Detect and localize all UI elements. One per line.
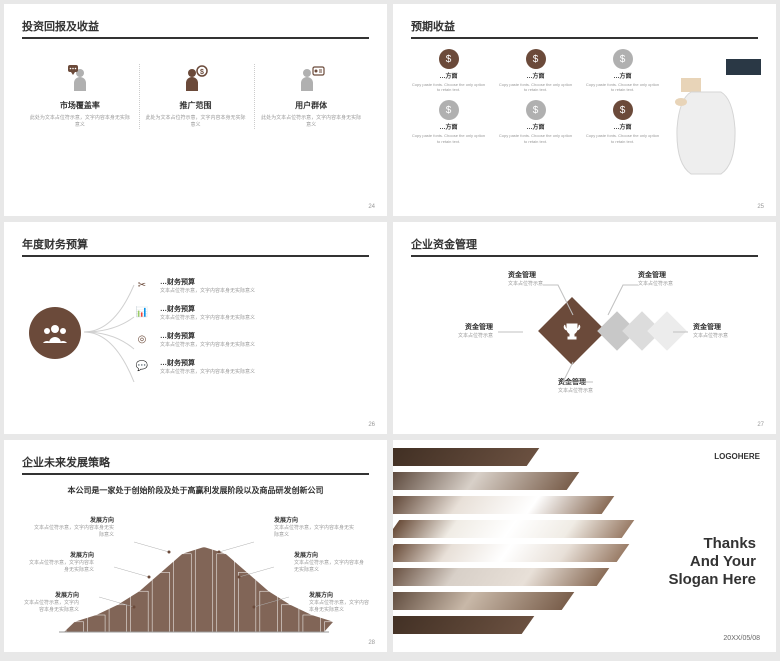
budget-desc: 文本占位符示意，文字内容本身无实际意义 bbox=[160, 287, 255, 294]
dollar-circle-icon: $ bbox=[613, 100, 633, 120]
income-item: $ …方面 Copy paste fonts. Choose the only op… bbox=[411, 100, 486, 143]
title-underline bbox=[411, 37, 758, 39]
strategy-item: 发展方向文本占位符示意，文字内容本身无实际意义 bbox=[29, 550, 94, 573]
person-money-icon: $ bbox=[145, 64, 245, 92]
budget-desc: 文本占位符示意，文字内容本身无实际意义 bbox=[160, 368, 255, 375]
item-label: …方面 bbox=[411, 122, 486, 131]
strategy-item: 发展方向文本占位符示意，文字内容本身无实际意义 bbox=[309, 590, 369, 613]
slide-title: 年度财务预算 bbox=[22, 236, 369, 252]
budget-row: ◎ …财务预算文本占位符示意，文字内容本身无实际意义 bbox=[134, 331, 255, 348]
item-desc: Copy paste fonts. Choose the only option… bbox=[411, 133, 486, 143]
fund-label: 资金管理 bbox=[693, 322, 721, 332]
item-desc: 此处为文本占位符示意，文字内容本身无实际意义 bbox=[261, 115, 361, 129]
dollar-circle-icon: $ bbox=[439, 49, 459, 69]
item-label: …方面 bbox=[585, 71, 660, 80]
income-item: $ …方面 Copy paste fonts. Choose the only op… bbox=[498, 49, 573, 92]
income-item: $ …方面 Copy paste fonts. Choose the only op… bbox=[498, 100, 573, 143]
page-number: 27 bbox=[757, 422, 764, 428]
slide-investment-return: 投资回报及收益 市场覆盖率 此处为文本占位符示意，文字内容本身无实际意义 $ 推… bbox=[4, 4, 387, 216]
item-desc: Copy paste fonts. Choose the only option… bbox=[585, 82, 660, 92]
slide-title: 企业资金管理 bbox=[411, 236, 758, 252]
people-hub-icon bbox=[29, 307, 81, 359]
person-card-icon bbox=[261, 64, 361, 92]
strategy-item: 发展方向文本占位符示意，文字内容本身无实际意义 bbox=[34, 515, 114, 538]
slide-title: 预期收益 bbox=[411, 18, 758, 34]
income-item: $ …方面 Copy paste fonts. Choose the only op… bbox=[411, 49, 486, 92]
title-underline bbox=[411, 255, 758, 257]
logo-text: LOGOHERE bbox=[714, 452, 760, 461]
slide-strategy: 企业未来发展策略 本公司是一家处于创始阶段及处于高赢利发展阶段以及商品研发创新公… bbox=[4, 440, 387, 652]
item-desc: Copy paste fonts. Choose the only option… bbox=[498, 82, 573, 92]
fund-label: 资金管理 bbox=[433, 322, 493, 332]
budget-icon: ◎ bbox=[134, 334, 150, 345]
item-label: 用户群体 bbox=[261, 100, 361, 111]
item-desc: Copy paste fonts. Choose the only option… bbox=[498, 133, 573, 143]
svg-text:$: $ bbox=[201, 69, 205, 76]
fund-desc: 文本占位符示意 bbox=[433, 332, 493, 339]
dollar-circle-icon: $ bbox=[439, 100, 459, 120]
title-underline bbox=[22, 37, 369, 39]
item-promotion: $ 推广范围 此处为文本占位符示意，文字内容本身无实际意义 bbox=[145, 64, 245, 129]
slide-thanks: LOGOHERE Thanks And Your Slogan Here 20X… bbox=[393, 440, 776, 652]
subtitle: 本公司是一家处于创始阶段及处于高赢利发展阶段以及商品研发创新公司 bbox=[22, 485, 369, 496]
item-desc: Copy paste fonts. Choose the only option… bbox=[585, 133, 660, 143]
title-underline bbox=[22, 255, 369, 257]
item-desc: Copy paste fonts. Choose the only option… bbox=[411, 82, 486, 92]
bell-curve-chart bbox=[54, 537, 334, 637]
page-number: 25 bbox=[757, 204, 764, 210]
strategy-item: 发展方向文本占位符示意，文字内容本身无实际意义 bbox=[24, 590, 79, 613]
date-text: 20XX/05/08 bbox=[723, 635, 760, 642]
item-label: 市场覆盖率 bbox=[30, 100, 130, 111]
page-number: 28 bbox=[368, 640, 375, 646]
connector-lines bbox=[493, 277, 693, 407]
income-item: $ …方面 Copy paste fonts. Choose the only op… bbox=[585, 49, 660, 92]
slide-expected-income: 预期收益 $ …方面 Copy paste fonts. Choose the on… bbox=[393, 4, 776, 216]
slide-title: 投资回报及收益 bbox=[22, 18, 369, 34]
person-chat-icon bbox=[30, 64, 130, 92]
strategy-item: 发展方向文本占位符示意，文字内容本身无实际意义 bbox=[294, 550, 364, 573]
item-label: …方面 bbox=[411, 71, 486, 80]
dollar-circle-icon: $ bbox=[526, 49, 546, 69]
money-bag-icon bbox=[671, 54, 761, 184]
slide-budget: 年度财务预算 ✂…财务预算文本占位符示意，文字内容本身无实际意义📊…财务预算文本… bbox=[4, 222, 387, 434]
budget-icon: ✂ bbox=[134, 280, 150, 291]
fund-desc: 文本占位符示意 bbox=[693, 332, 728, 339]
item-market: 市场覆盖率 此处为文本占位符示意，文字内容本身无实际意义 bbox=[30, 64, 130, 129]
income-item: $ …方面 Copy paste fonts. Choose the only op… bbox=[585, 100, 660, 143]
page-number: 26 bbox=[368, 422, 375, 428]
budget-row: ✂ …财务预算文本占位符示意，文字内容本身无实际意义 bbox=[134, 277, 255, 294]
page-number: 24 bbox=[368, 204, 375, 210]
dollar-circle-icon: $ bbox=[613, 49, 633, 69]
budget-row: 📊 …财务预算文本占位符示意，文字内容本身无实际意义 bbox=[134, 304, 255, 321]
item-users: 用户群体 此处为文本占位符示意，文字内容本身无实际意义 bbox=[261, 64, 361, 129]
item-label: 推广范围 bbox=[145, 100, 245, 111]
item-desc: 此处为文本占位符示意，文字内容本身无实际意义 bbox=[145, 115, 245, 129]
budget-heading: …财务预算 bbox=[160, 358, 255, 368]
budget-heading: …财务预算 bbox=[160, 277, 255, 287]
photo-stripes bbox=[393, 440, 613, 652]
slide-title: 企业未来发展策略 bbox=[22, 454, 369, 470]
item-label: …方面 bbox=[498, 122, 573, 131]
strategy-item: 发展方向文本占位符示意，文字内容本身无实际意义 bbox=[274, 515, 354, 538]
budget-desc: 文本占位符示意，文字内容本身无实际意义 bbox=[160, 314, 255, 321]
budget-desc: 文本占位符示意，文字内容本身无实际意义 bbox=[160, 341, 255, 348]
title-underline bbox=[22, 473, 369, 475]
budget-row: 💬 …财务预算文本占位符示意，文字内容本身无实际意义 bbox=[134, 358, 255, 375]
item-label: …方面 bbox=[585, 122, 660, 131]
item-label: …方面 bbox=[498, 71, 573, 80]
budget-icon: 💬 bbox=[134, 361, 150, 372]
thanks-text: Thanks And Your Slogan Here bbox=[668, 535, 756, 589]
slide-fund-mgmt: 企业资金管理 资金管理 文本占位符示意 资金管理 文本占位符示意 资金管理 文本… bbox=[393, 222, 776, 434]
dollar-circle-icon: $ bbox=[526, 100, 546, 120]
budget-heading: …财务预算 bbox=[160, 304, 255, 314]
item-desc: 此处为文本占位符示意，文字内容本身无实际意义 bbox=[30, 115, 130, 129]
budget-heading: …财务预算 bbox=[160, 331, 255, 341]
budget-icon: 📊 bbox=[134, 307, 150, 318]
